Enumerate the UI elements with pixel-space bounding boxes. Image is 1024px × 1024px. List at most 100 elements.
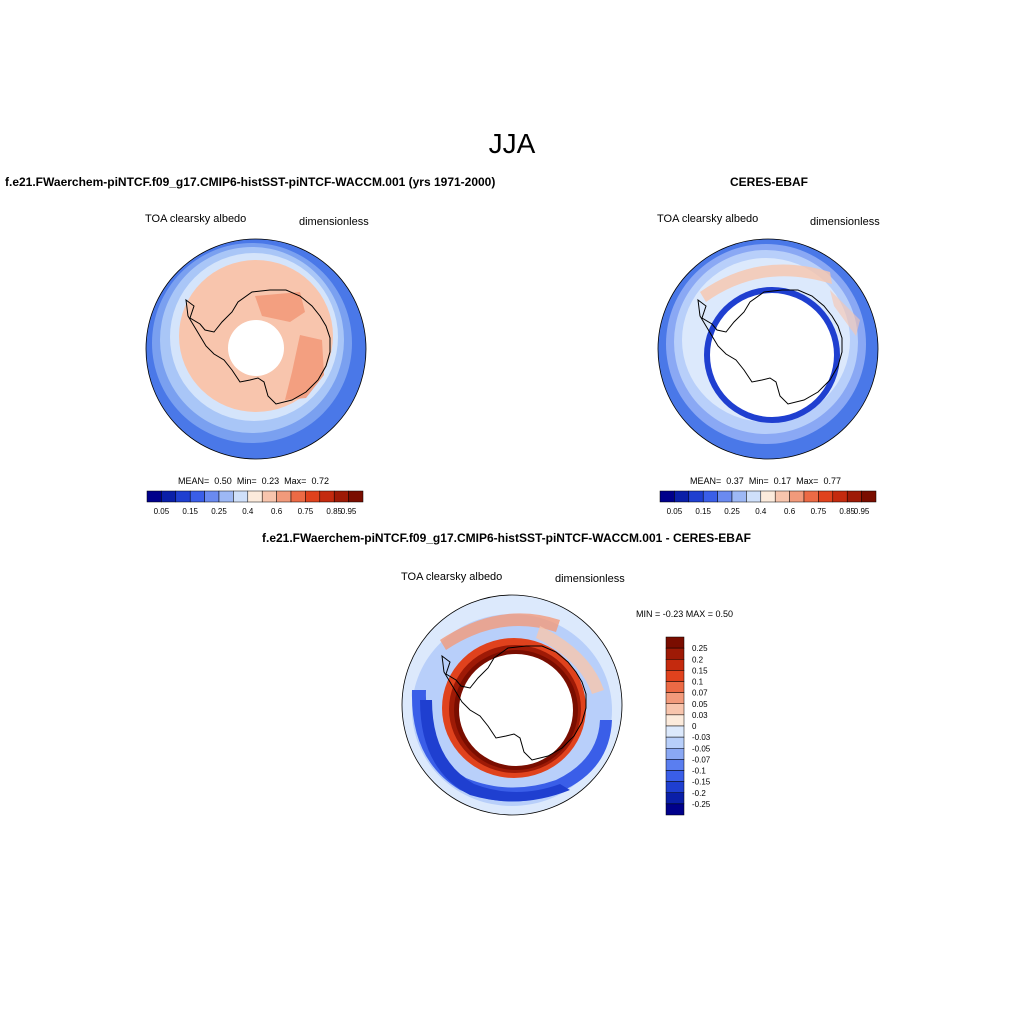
colorbar-tick-label: 0.85 [839,507,855,516]
colorbar-tick-label: 0.03 [692,711,708,720]
colorbar-tick-label: 0.25 [724,507,740,516]
model-variable-label: TOA clearsky albedo [145,213,247,225]
colorbar-tick-label: 0.4 [242,507,254,516]
colorbar-swatch [803,490,819,503]
obs-variable-label: TOA clearsky albedo [657,213,759,225]
colorbar-swatch [702,490,718,503]
colorbar-swatch [774,490,790,503]
colorbar-swatch [665,792,685,805]
colorbar-swatch [789,490,805,503]
model-stats: MEAN= 0.50 Min= 0.23 Max= 0.72 [178,476,329,486]
diff-colorbar: 0.25 0.2 0.15 0.1 0.07 0.05 0.03 0 -0.03 -0.05 -0.… [665,636,711,816]
colorbar-swatch [665,714,685,727]
colorbar-swatch [333,490,349,503]
colorbar-swatch [189,490,205,503]
obs-stats: MEAN= 0.37 Min= 0.17 Max= 0.77 [690,476,841,486]
colorbar-tick-label: 0.25 [692,644,708,653]
model-map-frame [145,238,367,460]
colorbar-tick-label: 0 [692,722,697,731]
colorbar-swatch [247,490,263,503]
diff-antarctica-coastline [441,645,587,761]
diff-variable-label: TOA clearsky albedo [401,571,503,583]
obs-panel-title: CERES-EBAF [730,175,809,189]
obs-map [658,239,878,459]
colorbar-tick-label: 0.4 [755,507,767,516]
colorbar-swatch [665,736,685,749]
colorbar-tick-label: 0.6 [784,507,796,516]
colorbar-tick-label: 0.05 [667,507,683,516]
colorbar-swatch [665,636,685,649]
colorbar-tick-label: 0.15 [695,507,711,516]
colorbar-swatch [233,490,249,503]
colorbar-swatch [832,490,848,503]
diff-map [402,595,622,815]
colorbar-swatch [276,490,292,503]
colorbar-swatch [846,490,862,503]
colorbar-swatch [731,490,747,503]
colorbar-swatch [665,759,685,771]
colorbar-swatch [674,490,690,503]
colorbar-tick-label: 0.6 [271,507,283,516]
colorbar-swatch [146,490,162,503]
colorbar-tick-label: 0.1 [692,678,704,687]
colorbar-swatch [319,490,335,503]
diff-panel-title: f.e21.FWaerchem-piNTCF.f09_g17.CMIP6-his… [262,531,751,545]
colorbar-tick-label: 0.05 [692,700,708,709]
diff-minmax: MIN = -0.23 MAX = 0.50 [636,609,734,619]
colorbar-swatch [348,490,364,503]
obs-map-frame [657,238,879,460]
colorbar-tick-label: -0.2 [692,789,706,798]
obs-colorbar: 0.05 0.15 0.25 0.4 0.6 0.75 0.850.95 [659,490,877,516]
colorbar-swatch [161,490,177,503]
colorbar-swatch [665,803,685,816]
colorbar-swatch [717,490,733,503]
colorbar-tick-label: 0.2 [692,655,704,664]
colorbar-swatch [665,692,685,704]
colorbar-swatch [818,490,834,503]
colorbar-tick-label: 0.15 [182,507,198,516]
colorbar-tick-label: -0.1 [692,767,706,776]
colorbar-tick-label: -0.25 [692,800,711,809]
colorbar-tick-label: -0.15 [692,778,711,787]
model-units-label: dimensionless [299,216,369,228]
colorbar-swatch [261,490,277,503]
diff-units-label: dimensionless [555,573,625,585]
colorbar-swatch [665,659,685,671]
main-title: JJA [488,128,536,159]
colorbar-swatch [688,490,704,503]
colorbar-tick-label: 0.85 [326,507,342,516]
colorbar-swatch [760,490,776,503]
colorbar-swatch [665,703,685,716]
obs-units-label: dimensionless [810,216,880,228]
colorbar-tick-label: -0.05 [692,744,711,753]
colorbar-tick-label: 0.95 [341,507,357,516]
colorbar-tick-label: 0.75 [298,507,314,516]
colorbar-tick-label: -0.03 [692,733,711,742]
colorbar-swatch [305,490,321,503]
obs-antarctica-coastline [697,289,843,405]
colorbar-swatch [665,781,685,793]
colorbar-swatch [665,725,685,738]
colorbar-swatch [665,670,685,682]
colorbar-tick-label: 0.15 [692,666,708,675]
colorbar-swatch [218,490,234,503]
diff-map-frame [401,594,623,816]
colorbar-swatch [665,770,685,782]
model-map [146,239,366,459]
model-colorbar: 0.05 0.15 0.25 0.4 0.6 0.75 0.850.95 [146,490,364,516]
colorbar-tick-label: 0.25 [211,507,227,516]
colorbar-swatch [659,490,675,503]
colorbar-swatch [665,748,685,760]
colorbar-tick-label: -0.07 [692,755,711,764]
colorbar-swatch [290,490,306,503]
model-antarctica-coastline [185,289,331,405]
colorbar-tick-label: 0.95 [854,507,870,516]
colorbar-swatch [746,490,762,503]
colorbar-swatch [861,490,877,503]
colorbar-swatch [665,647,685,660]
colorbar-tick-label: 0.05 [154,507,170,516]
colorbar-swatch [204,490,220,503]
model-panel-title: f.e21.FWaerchem-piNTCF.f09_g17.CMIP6-his… [5,175,496,189]
colorbar-tick-label: 0.75 [811,507,827,516]
